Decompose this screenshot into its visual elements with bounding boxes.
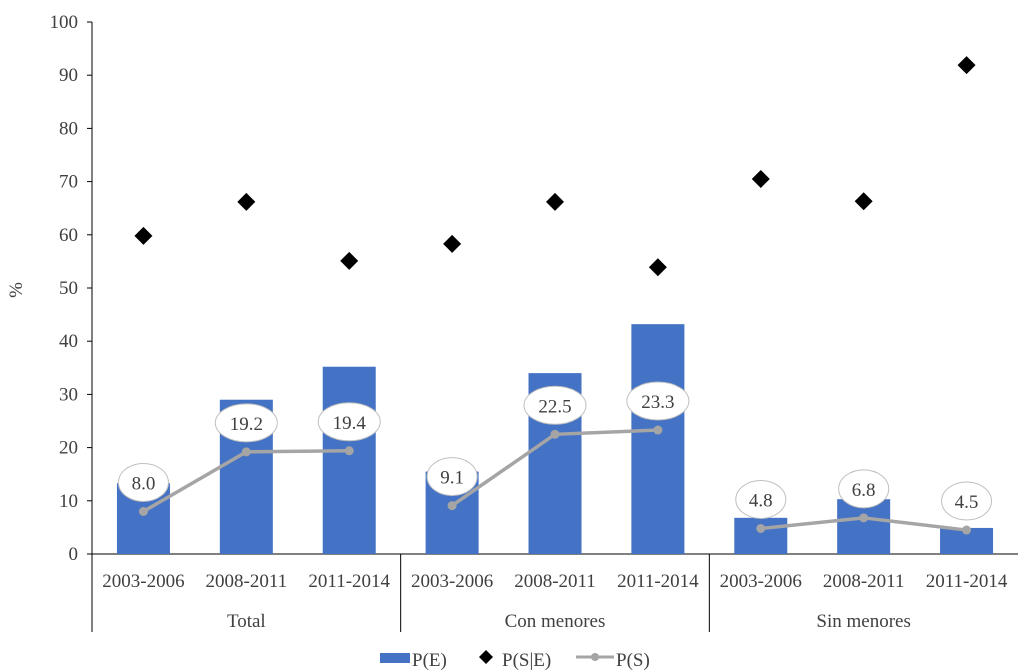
marker-pse bbox=[752, 170, 770, 188]
marker-pse bbox=[958, 56, 976, 74]
x-category-label: 2003-2006 bbox=[102, 571, 184, 592]
y-tick-label: 80 bbox=[59, 118, 78, 139]
x-group-label: Sin menores bbox=[816, 611, 910, 632]
marker-pse bbox=[855, 192, 873, 210]
data-label-ps: 4.5 bbox=[955, 492, 979, 513]
x-category-label: 2008-2011 bbox=[206, 571, 288, 592]
y-tick-label: 0 bbox=[69, 544, 79, 565]
y-tick-label: 40 bbox=[59, 331, 78, 352]
data-label-ps: 19.4 bbox=[333, 413, 367, 434]
x-group-label: Con menores bbox=[505, 611, 606, 632]
y-tick-label: 60 bbox=[59, 225, 78, 246]
legend-label-pse: P(S|E) bbox=[502, 650, 551, 670]
point-ps bbox=[551, 430, 560, 439]
bar-pe bbox=[323, 367, 376, 554]
y-tick-label: 50 bbox=[59, 278, 78, 299]
point-ps bbox=[345, 446, 354, 455]
x-category-label: 2003-2006 bbox=[411, 571, 493, 592]
bar-pe bbox=[631, 324, 684, 554]
data-label-ps: 4.8 bbox=[749, 490, 773, 511]
point-ps bbox=[962, 526, 971, 535]
y-tick-label: 30 bbox=[59, 384, 78, 405]
legend-label-ps: P(S) bbox=[616, 650, 650, 670]
x-category-label: 2011-2014 bbox=[308, 571, 390, 592]
data-label-ps: 23.3 bbox=[641, 392, 674, 413]
y-tick-label: 100 bbox=[50, 12, 79, 33]
marker-pse bbox=[237, 193, 255, 211]
point-ps bbox=[859, 513, 868, 522]
point-ps bbox=[448, 501, 457, 510]
x-category-label: 2008-2011 bbox=[823, 571, 905, 592]
x-category-label: 2011-2014 bbox=[926, 571, 1008, 592]
y-tick-label: 20 bbox=[59, 438, 78, 459]
legend-marker-pse bbox=[479, 650, 493, 664]
legend-label-pe: P(E) bbox=[412, 650, 447, 670]
y-tick-label: 70 bbox=[59, 172, 78, 193]
legend-marker-ps bbox=[591, 653, 599, 661]
marker-pse bbox=[546, 193, 564, 211]
y-tick-label: 90 bbox=[59, 65, 78, 86]
data-label-ps: 9.1 bbox=[440, 468, 464, 489]
legend: P(E) P(S|E) P(S) bbox=[380, 650, 650, 670]
diamond-layer bbox=[134, 56, 975, 276]
marker-pse bbox=[443, 235, 461, 253]
data-label-ps: 8.0 bbox=[132, 473, 156, 494]
legend-swatch-pe bbox=[380, 653, 410, 663]
x-category-label: 2011-2014 bbox=[617, 571, 699, 592]
data-label-ps: 6.8 bbox=[852, 480, 876, 501]
point-ps bbox=[756, 524, 765, 533]
x-category-label: 2008-2011 bbox=[514, 571, 596, 592]
bar-pe bbox=[734, 518, 787, 554]
marker-pse bbox=[134, 227, 152, 245]
point-ps bbox=[139, 507, 148, 516]
data-label-ps: 19.2 bbox=[230, 414, 263, 435]
point-ps bbox=[242, 447, 251, 456]
marker-pse bbox=[340, 252, 358, 270]
data-label-ps: 22.5 bbox=[538, 396, 571, 417]
point-ps bbox=[653, 426, 662, 435]
y-tick-label: 10 bbox=[59, 491, 78, 512]
x-group-label: Total bbox=[227, 611, 266, 632]
marker-pse bbox=[649, 258, 667, 276]
y-axis-label: % bbox=[6, 282, 27, 298]
x-category-label: 2003-2006 bbox=[720, 571, 802, 592]
